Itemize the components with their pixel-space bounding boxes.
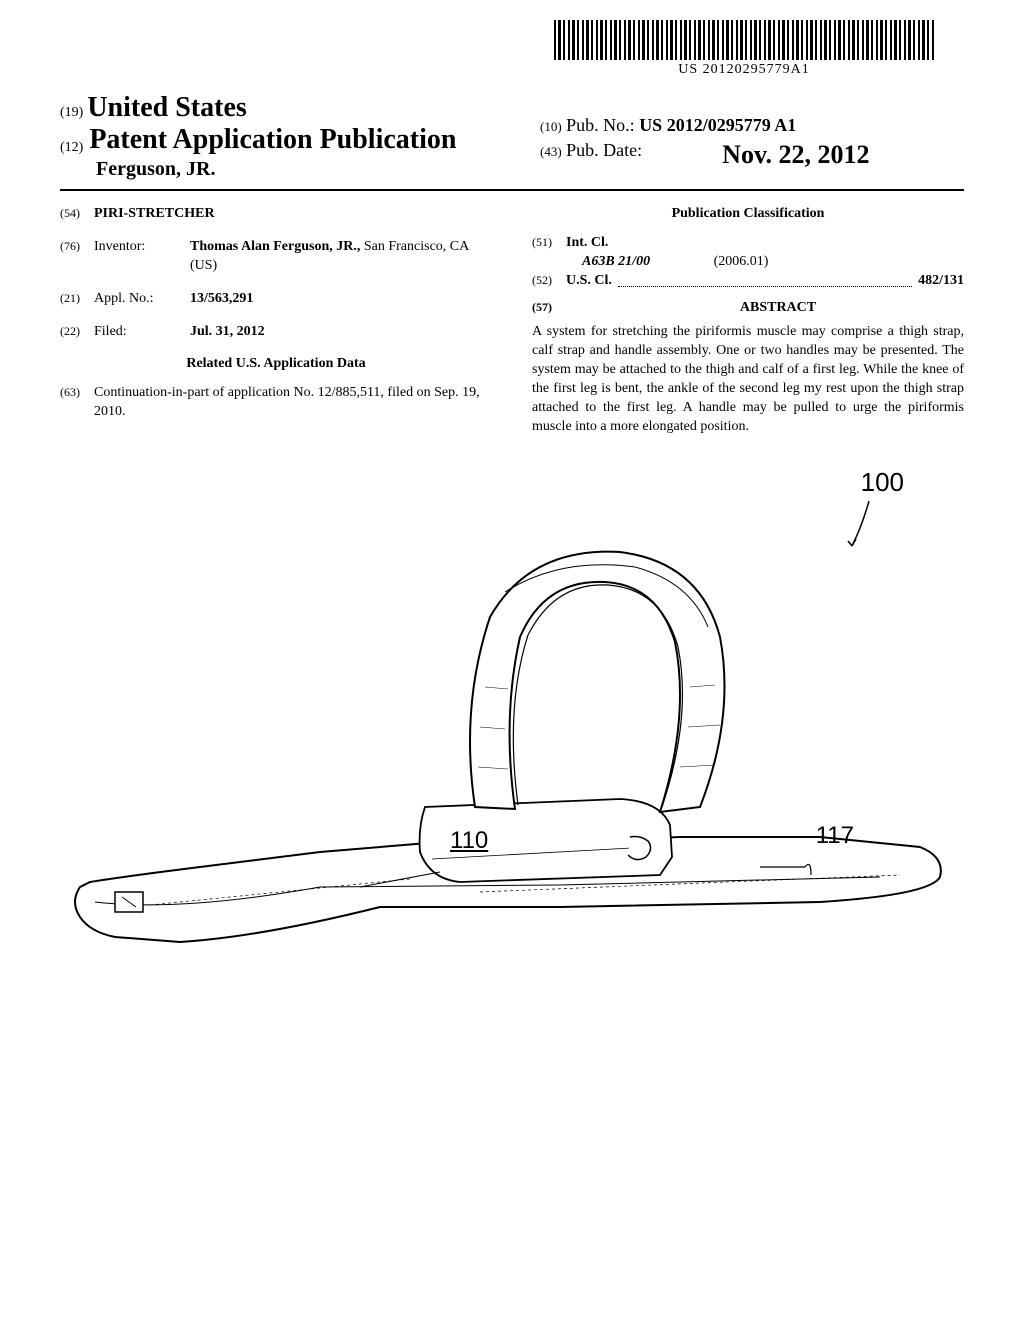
abstract-text: A system for stretching the piriformis m… [532, 323, 964, 436]
barcode-graphic [554, 20, 934, 60]
divider-rule [60, 189, 964, 191]
left-column: (54) PIRI-STRETCHER (76) Inventor: Thoma… [60, 205, 492, 437]
inventor-name: Thomas Alan Ferguson, JR., [190, 239, 360, 254]
two-column-body: (54) PIRI-STRETCHER (76) Inventor: Thoma… [60, 205, 964, 437]
appl-no-value: 13/563,291 [190, 291, 253, 306]
num-12: (12) [60, 140, 83, 156]
num-52: (52) [532, 272, 566, 291]
num-43: (43) [540, 144, 562, 159]
pub-date-value: Nov. 22, 2012 [722, 140, 869, 170]
appl-no-entry: (21) Appl. No.: 13/563,291 [60, 290, 492, 309]
num-21: (21) [60, 290, 94, 309]
uscl-label: U.S. Cl. [566, 272, 612, 291]
appl-no-label: Appl. No.: [94, 290, 190, 309]
inventor-value: Thomas Alan Ferguson, JR., San Francisco… [190, 238, 492, 276]
uscl-leader-dots [618, 272, 912, 287]
pub-no-value: US 2012/0295779 A1 [639, 115, 796, 135]
num-10: (10) [540, 119, 562, 134]
intcl-year: (2006.01) [714, 254, 769, 269]
num-54: (54) [60, 205, 94, 224]
inventor-entry: (76) Inventor: Thomas Alan Ferguson, JR.… [60, 238, 492, 276]
intcl-label: Int. Cl. [566, 235, 608, 250]
pub-date-label: Pub. Date: [566, 140, 642, 160]
ref-label-110: 110 [450, 827, 488, 855]
pub-no-label: Pub. No.: [566, 115, 635, 135]
inventor-label: Inventor: [94, 238, 190, 276]
filed-label: Filed: [94, 323, 190, 342]
continuation-text: Continuation-in-part of application No. … [94, 384, 492, 422]
num-51: (51) [532, 234, 566, 272]
publication-type: Patent Application Publication [89, 124, 456, 156]
invention-title: PIRI-STRETCHER [94, 206, 215, 221]
device-drawing [60, 507, 964, 1007]
num-19: (19) [60, 105, 83, 120]
ref-label-100: 100 [861, 467, 904, 498]
num-22: (22) [60, 323, 94, 342]
intcl-body: Int. Cl. A63B 21/00 (2006.01) [566, 234, 964, 272]
right-column: Publication Classification (51) Int. Cl.… [532, 205, 964, 437]
right-header: (10) Pub. No.: US 2012/0295779 A1 (43) P… [540, 115, 870, 170]
classification-heading: Publication Classification [532, 205, 964, 224]
related-data-heading: Related U.S. Application Data [60, 355, 492, 374]
filed-value: Jul. 31, 2012 [190, 324, 265, 339]
title-entry: (54) PIRI-STRETCHER [60, 205, 492, 224]
pub-number-line: (10) Pub. No.: US 2012/0295779 A1 [540, 115, 870, 136]
barcode-text: US 20120295779A1 [554, 62, 934, 78]
pub-date-line: (43) Pub. Date: Nov. 22, 2012 [540, 140, 870, 161]
num-76: (76) [60, 238, 94, 276]
abstract-heading: ABSTRACT [740, 300, 816, 315]
continuation-entry: (63) Continuation-in-part of application… [60, 384, 492, 422]
num-57: (57) [532, 299, 552, 315]
intcl-entry: (51) Int. Cl. A63B 21/00 (2006.01) [532, 234, 964, 272]
ref-label-117: 117 [816, 822, 854, 850]
num-63: (63) [60, 384, 94, 422]
country-name: United States [87, 92, 246, 123]
uscl-entry: (52) U.S. Cl. 482/131 [532, 272, 964, 291]
patent-figure: 100 [60, 467, 964, 1007]
intcl-code: A63B 21/00 [582, 254, 650, 269]
barcode-block: US 20120295779A1 [554, 20, 934, 78]
filed-entry: (22) Filed: Jul. 31, 2012 [60, 323, 492, 342]
abstract-heading-line: (57) ABSTRACT [532, 299, 964, 318]
uscl-value: 482/131 [918, 272, 964, 291]
